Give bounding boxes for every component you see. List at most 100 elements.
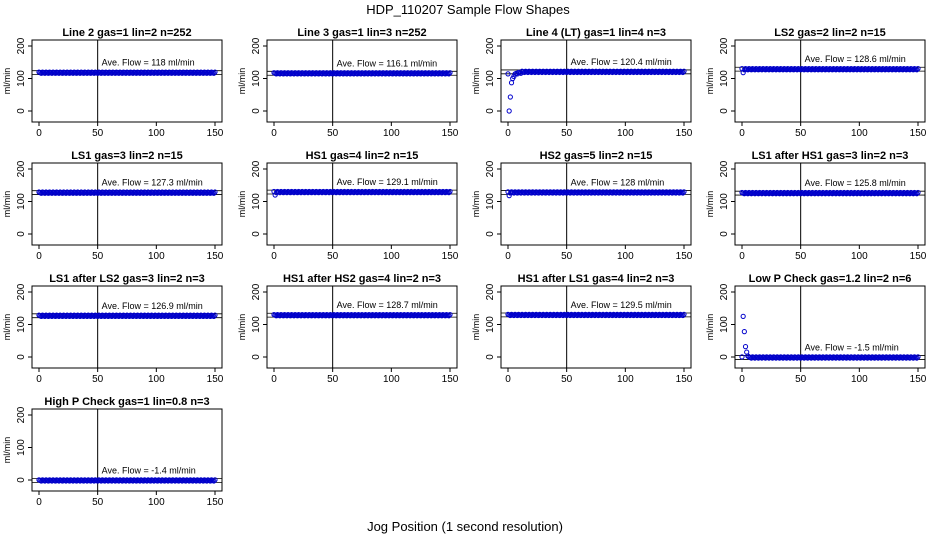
data-point: [73, 478, 80, 484]
mean-annotation: Ave. Flow = 128.6 ml/min: [805, 54, 906, 64]
x-axis: 0 50 100 150: [505, 122, 693, 139]
data-point: [183, 313, 189, 319]
data-point: [676, 190, 682, 196]
data-point: [211, 478, 217, 484]
mean-annotation: Ave. Flow = 118 ml/min: [102, 58, 195, 68]
data-point: [798, 67, 804, 73]
x-tick-label: 50: [327, 128, 339, 139]
data-point: [273, 313, 279, 319]
data-point: [505, 71, 511, 77]
data-point: [539, 190, 545, 196]
data-point: [759, 191, 765, 197]
data-point: [361, 190, 367, 196]
data-point: [613, 190, 619, 196]
data-point: [868, 67, 874, 73]
data-point: [165, 478, 171, 484]
data-point: [312, 190, 318, 196]
data-point: [372, 71, 378, 77]
panel-8: LS1 after HS1 gas=3 lin=2 n=3 Ave. Flow =…: [705, 150, 927, 262]
data-point: [98, 478, 104, 484]
data-point: [411, 313, 417, 319]
data-point: [652, 190, 658, 196]
data-point: [168, 313, 175, 319]
data-point: [879, 191, 885, 197]
data-point: [340, 313, 346, 319]
data-point: [613, 69, 619, 76]
panel-9: LS1 after LS2 gas=3 lin=2 n=3 Ave. Flow =…: [2, 273, 224, 385]
data-point: [172, 190, 178, 196]
data-point: [119, 478, 125, 484]
data-point: [168, 190, 175, 196]
data-point: [783, 191, 790, 197]
y-axis-label: ml/min: [705, 314, 715, 341]
data-point: [337, 313, 343, 319]
x-tick-label: 100: [851, 128, 868, 139]
data-point: [907, 355, 913, 361]
data-point: [896, 191, 902, 197]
data-point: [442, 71, 448, 77]
data-points: [739, 313, 921, 361]
data-point: [204, 313, 210, 319]
data-point: [212, 69, 218, 75]
data-point: [826, 355, 832, 361]
data-point: [70, 70, 76, 76]
data-point: [396, 71, 403, 77]
data-point: [80, 478, 87, 484]
data-point: [200, 478, 206, 484]
data-point: [432, 313, 438, 319]
y-tick-label: 0: [719, 108, 730, 114]
data-point: [425, 190, 431, 196]
y-tick-label: 0: [16, 108, 27, 114]
data-point: [616, 190, 623, 196]
y-axis: 0 100 200: [16, 283, 32, 360]
x-axis: 0 50 100 150: [271, 368, 459, 385]
data-point: [305, 313, 311, 319]
data-point: [745, 191, 751, 197]
data-point: [662, 312, 668, 319]
x-tick-label: 150: [676, 251, 693, 262]
x-tick-label: 150: [442, 128, 459, 139]
data-point: [676, 69, 682, 76]
data-point: [372, 190, 378, 196]
data-point: [525, 312, 531, 319]
y-axis-label: ml/min: [237, 68, 247, 95]
data-point: [914, 355, 920, 361]
data-point: [386, 190, 392, 196]
data-point: [748, 355, 754, 361]
y-tick-label: 0: [485, 108, 496, 114]
data-point: [319, 190, 325, 196]
panel-7: HS2 gas=5 lin=2 n=15 Ave. Flow = 128 ml/m…: [471, 150, 693, 262]
data-point: [829, 191, 835, 197]
data-point: [542, 312, 549, 319]
data-point: [393, 190, 399, 196]
data-point: [109, 478, 115, 484]
data-point: [315, 190, 322, 196]
data-point: [123, 70, 129, 76]
data-point: [137, 190, 143, 196]
x-tick-label: 100: [148, 128, 165, 139]
data-point: [595, 190, 601, 196]
x-tick-label: 150: [442, 374, 459, 385]
data-point: [507, 94, 513, 100]
data-point: [525, 69, 531, 76]
data-point: [889, 355, 895, 361]
data-point: [197, 313, 203, 319]
data-point: [207, 190, 213, 196]
data-point: [183, 478, 189, 484]
data-point: [620, 312, 626, 319]
x-tick-label: 50: [92, 128, 104, 139]
data-point: [315, 71, 322, 77]
data-point: [116, 70, 122, 76]
panel-title: Line 4 (LT) gas=1 lin=4 n=3: [526, 27, 666, 39]
data-point: [673, 312, 679, 319]
data-point: [766, 355, 772, 361]
data-point: [140, 313, 147, 319]
data-point: [403, 313, 410, 319]
data-points: [36, 312, 218, 319]
x-axis: 0 50 100 150: [739, 245, 927, 262]
data-point: [666, 190, 672, 196]
data-point: [669, 312, 675, 319]
data-point: [868, 355, 874, 361]
data-point: [400, 313, 406, 319]
data-point: [518, 190, 524, 196]
